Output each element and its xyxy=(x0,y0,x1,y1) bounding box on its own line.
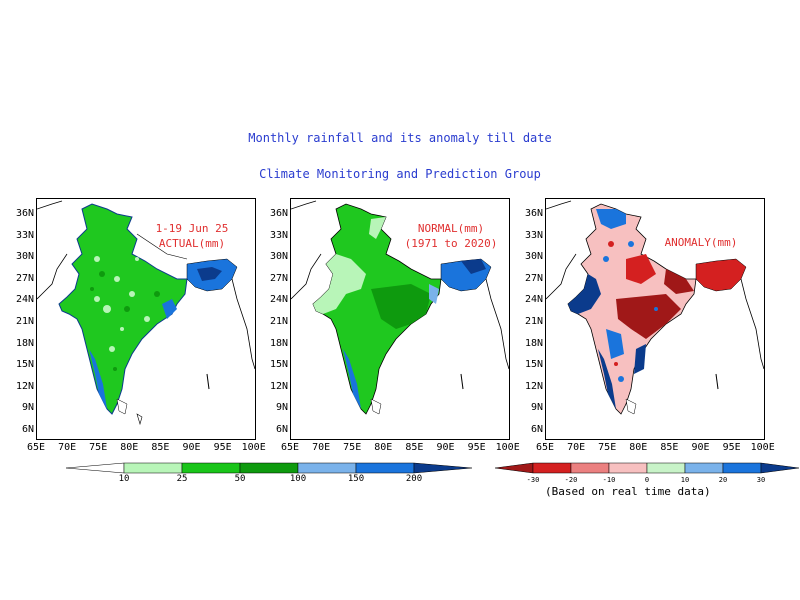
latitude-tick: 18N xyxy=(269,337,288,349)
latitude-tick: 15N xyxy=(524,359,543,371)
latitude-tick: 30N xyxy=(524,251,543,263)
colorbar-segment xyxy=(608,462,648,474)
latitude-tick: 6N xyxy=(275,424,288,435)
subtitle: Climate Monitoring and Prediction Group xyxy=(259,167,541,181)
rainfall-colorbar xyxy=(65,462,473,474)
latitude-tick: 30N xyxy=(269,251,288,263)
latitude-tick: 15N xyxy=(15,359,34,371)
colorbar-segment xyxy=(760,462,800,474)
colorbar-segment xyxy=(684,462,724,474)
colorbar-segment xyxy=(355,462,415,474)
colorbar-segment xyxy=(722,462,762,474)
colorbar-segment xyxy=(181,462,241,474)
longitude-tick: 80E xyxy=(374,442,393,453)
latitude-tick: 6N xyxy=(21,424,34,435)
colorbar-segment xyxy=(65,462,125,474)
longitude-tick: 85E xyxy=(151,442,170,453)
colorbar-label: -10 xyxy=(602,476,616,484)
anomaly-label: ANOMALY(mm) xyxy=(664,236,738,249)
longitude-tick: 100E xyxy=(495,442,520,453)
latitude-tick: 30N xyxy=(15,251,34,263)
longitude-tick: 95E xyxy=(722,442,741,453)
longitude-tick: 85E xyxy=(405,442,424,453)
longitude-tick: 70E xyxy=(567,442,586,453)
colorbar-segment xyxy=(297,462,357,474)
colorbar-label: -20 xyxy=(564,476,578,484)
anomaly-colorbar xyxy=(494,462,800,474)
latitude-tick: 33N xyxy=(269,229,288,241)
longitude-tick: 65E xyxy=(26,442,46,453)
longitude-tick: 100E xyxy=(241,442,266,453)
latitude-tick: 24N xyxy=(524,294,543,306)
anomaly-rainfall-map: ANOMALY(mm) xyxy=(545,198,765,440)
longitude-tick: 70E xyxy=(312,442,331,453)
latitude-tick: 21N xyxy=(524,316,543,327)
longitude-tick: 95E xyxy=(213,442,232,453)
colorbar-segment xyxy=(646,462,686,474)
latitude-tick: 18N xyxy=(15,337,34,349)
latitude-tick: 27N xyxy=(15,272,34,284)
colorbar-label: 0 xyxy=(644,476,650,484)
normal-rainfall-map: NORMAL(mm) (1971 to 2020) xyxy=(290,198,510,440)
longitude-tick: 85E xyxy=(660,442,679,453)
actual-rainfall-map: 1-19 Jun 25 ACTUAL(mm) xyxy=(36,198,256,440)
latitude-tick: 27N xyxy=(269,272,288,284)
latitude-tick: 36N xyxy=(269,208,288,219)
latitude-tick: 21N xyxy=(269,316,288,327)
colorbar-label: 20 xyxy=(718,476,728,484)
longitude-tick: 90E xyxy=(436,442,455,453)
colorbar-label: 10 xyxy=(680,476,690,484)
latitude-tick: 12N xyxy=(15,380,34,392)
colorbar-segment xyxy=(570,462,610,474)
longitude-tick: 70E xyxy=(58,442,77,453)
colorbar-segment xyxy=(123,462,183,474)
colorbar-segment xyxy=(239,462,299,474)
latitude-tick: 9N xyxy=(530,402,543,414)
longitude-tick: 100E xyxy=(750,442,775,453)
longitude-tick: 65E xyxy=(280,442,300,453)
colorbar-label: 10 xyxy=(118,474,130,484)
latitude-tick: 24N xyxy=(269,294,288,306)
colorbar-label: 150 xyxy=(347,474,365,484)
longitude-tick: 90E xyxy=(182,442,201,453)
colorbar-label: -30 xyxy=(526,476,540,484)
main-title: Monthly rainfall and its anomaly till da… xyxy=(248,131,552,145)
latitude-tick: 9N xyxy=(21,402,34,414)
colorbar-segment xyxy=(494,462,534,474)
latitude-tick: 6N xyxy=(530,424,543,435)
colorbar-label: 30 xyxy=(756,476,766,484)
colorbar-label: 200 xyxy=(405,474,423,484)
latitude-tick: 15N xyxy=(269,359,288,371)
latitude-tick: 36N xyxy=(524,208,543,219)
latitude-tick: 33N xyxy=(524,229,543,241)
longitude-tick: 75E xyxy=(89,442,108,453)
colorbar-label: 100 xyxy=(289,474,307,484)
longitude-tick: 80E xyxy=(629,442,648,453)
actual-label: 1-19 Jun 25 ACTUAL(mm) xyxy=(155,222,229,250)
normal-label: NORMAL(mm) (1971 to 2020) xyxy=(404,222,498,250)
anomaly-note: (Based on real time data) xyxy=(545,485,711,498)
longitude-tick: 65E xyxy=(535,442,555,453)
latitude-tick: 24N xyxy=(15,294,34,306)
latitude-tick: 21N xyxy=(15,316,34,327)
colorbar-segment xyxy=(532,462,572,474)
latitude-tick: 27N xyxy=(524,272,543,284)
longitude-tick: 95E xyxy=(467,442,486,453)
colorbar-label: 25 xyxy=(176,474,188,484)
latitude-tick: 18N xyxy=(524,337,543,349)
latitude-tick: 12N xyxy=(269,380,288,392)
longitude-tick: 80E xyxy=(120,442,139,453)
latitude-tick: 9N xyxy=(275,402,288,414)
colorbar-label: 50 xyxy=(234,474,246,484)
longitude-tick: 75E xyxy=(598,442,617,453)
latitude-tick: 33N xyxy=(15,229,34,241)
rain-speckles xyxy=(94,256,150,352)
longitude-tick: 90E xyxy=(691,442,710,453)
latitude-tick: 12N xyxy=(524,380,543,392)
colorbar-segment xyxy=(413,462,473,474)
longitude-tick: 75E xyxy=(343,442,362,453)
latitude-tick: 36N xyxy=(15,208,34,219)
